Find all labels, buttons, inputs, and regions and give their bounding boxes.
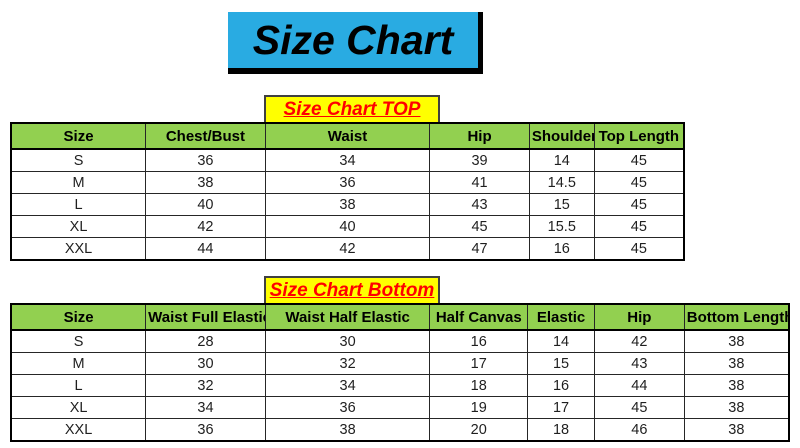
column-header: Waist Half Elastic (264, 303, 431, 331)
table-cell: 47 (429, 237, 530, 261)
size-table-top: Size Chest/Bust Waist Hip Shoulder Top Length… (10, 122, 685, 261)
table-cell: XL (10, 215, 147, 238)
table-cell: 36 (264, 396, 431, 419)
column-header: Chest/Bust (145, 122, 266, 150)
top-table-label-box: Size Chart TOP (264, 95, 440, 124)
table-cell: 15 (527, 352, 595, 375)
table-cell: 38 (683, 329, 790, 353)
table-cell: 38 (264, 418, 431, 442)
table-row: XL 34 36 19 17 45 38 (10, 396, 790, 419)
header-row: Size Chest/Bust Waist Hip Shoulder Top Length (10, 122, 685, 150)
column-header: Top Length (593, 122, 685, 150)
table-cell: 45 (593, 148, 685, 172)
table-cell: 43 (593, 352, 685, 375)
header-row: Size Waist Full Elastic Waist Half Elastic… (10, 303, 790, 331)
table-cell: 40 (145, 193, 266, 216)
column-header: Bottom Length (683, 303, 790, 331)
column-header: Hip (429, 122, 530, 150)
table-cell: 19 (429, 396, 529, 419)
table-cell: 32 (264, 352, 431, 375)
table-cell: 18 (527, 418, 595, 442)
table-cell: 14 (527, 329, 595, 353)
table-cell: S (10, 329, 147, 353)
table-row: XXL 36 38 20 18 46 38 (10, 418, 790, 442)
table-row: L 40 38 43 15 45 (10, 193, 685, 216)
column-header: Shoulder (528, 122, 595, 150)
table-cell: 38 (264, 193, 431, 216)
table-cell: 17 (429, 352, 529, 375)
table-cell: 43 (429, 193, 530, 216)
table-cell: 18 (429, 374, 529, 397)
table-cell: 17 (527, 396, 595, 419)
column-header: Waist Full Elastic (145, 303, 266, 331)
table-cell: XL (10, 396, 147, 419)
table-cell: 34 (145, 396, 266, 419)
page-title-box: Size Chart (228, 12, 483, 74)
table-cell: 45 (593, 171, 685, 194)
column-header: Half Canvas (429, 303, 529, 331)
size-table-bottom: Size Waist Full Elastic Waist Half Elastic… (10, 303, 790, 442)
table-cell: M (10, 171, 147, 194)
table-cell: 16 (527, 374, 595, 397)
column-header: Size (10, 122, 147, 150)
table-cell: 41 (429, 171, 530, 194)
bottom-table-label: Size Chart Bottom (269, 279, 435, 301)
table-cell: 36 (145, 148, 266, 172)
table-cell: 44 (593, 374, 685, 397)
table-cell: 30 (145, 352, 266, 375)
column-header: Hip (593, 303, 685, 331)
table-row: S 36 34 39 14 45 (10, 148, 685, 172)
table-row: M 30 32 17 15 43 38 (10, 352, 790, 375)
column-header: Size (10, 303, 147, 331)
table-cell: 20 (429, 418, 529, 442)
table-row: XL 42 40 45 15.5 45 (10, 215, 685, 238)
table-row: L 32 34 18 16 44 38 (10, 374, 790, 397)
table-cell: 38 (683, 418, 790, 442)
table-row: M 38 36 41 14.5 45 (10, 171, 685, 194)
table-cell: S (10, 148, 147, 172)
table-cell: 36 (145, 418, 266, 442)
table-cell: L (10, 374, 147, 397)
table-cell: 16 (528, 237, 595, 261)
table-cell: 44 (145, 237, 266, 261)
table-cell: 45 (593, 237, 685, 261)
table-cell: 40 (264, 215, 431, 238)
table-cell: XXL (10, 237, 147, 261)
table-cell: M (10, 352, 147, 375)
table-cell: 45 (593, 396, 685, 419)
table-cell: 16 (429, 329, 529, 353)
table-cell: 45 (593, 215, 685, 238)
table-cell: 15 (528, 193, 595, 216)
table-cell: 28 (145, 329, 266, 353)
table-cell: XXL (10, 418, 147, 442)
table-cell: L (10, 193, 147, 216)
table-row: XXL 44 42 47 16 45 (10, 237, 685, 261)
table-cell: 34 (264, 148, 431, 172)
table-cell: 38 (683, 352, 790, 375)
table-cell: 38 (145, 171, 266, 194)
table-cell: 30 (264, 329, 431, 353)
column-header: Waist (264, 122, 431, 150)
table-cell: 14 (528, 148, 595, 172)
table-cell: 42 (593, 329, 685, 353)
table-cell: 42 (145, 215, 266, 238)
table-cell: 39 (429, 148, 530, 172)
table-cell: 45 (429, 215, 530, 238)
table-cell: 32 (145, 374, 266, 397)
column-header: Elastic (527, 303, 595, 331)
table-cell: 14.5 (528, 171, 595, 194)
table-cell: 46 (593, 418, 685, 442)
table-cell: 38 (683, 374, 790, 397)
table-cell: 42 (264, 237, 431, 261)
page-title: Size Chart (252, 16, 454, 63)
table-cell: 15.5 (528, 215, 595, 238)
table-cell: 38 (683, 396, 790, 419)
table-cell: 34 (264, 374, 431, 397)
bottom-table-label-box: Size Chart Bottom (264, 276, 440, 305)
table-cell: 36 (264, 171, 431, 194)
table-row: S 28 30 16 14 42 38 (10, 329, 790, 353)
table-cell: 45 (593, 193, 685, 216)
top-table-label: Size Chart TOP (283, 98, 421, 120)
